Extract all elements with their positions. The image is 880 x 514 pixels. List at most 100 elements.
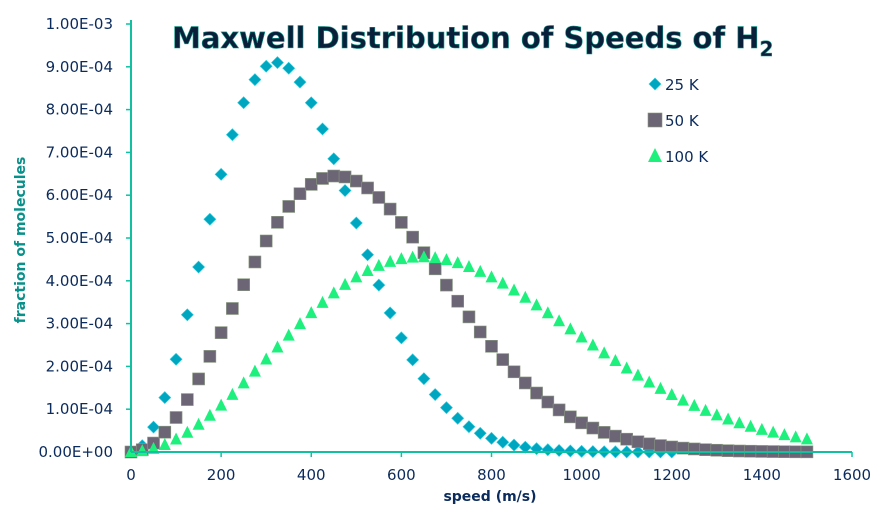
data-point-triangle	[688, 398, 701, 411]
data-point-square	[361, 181, 374, 195]
data-point-triangle	[384, 254, 397, 267]
data-point-triangle	[519, 290, 532, 303]
data-point-triangle	[361, 263, 374, 276]
data-point-diamond	[304, 96, 318, 110]
data-point-square	[406, 230, 419, 244]
data-point-triangle	[553, 314, 566, 327]
data-point-triangle	[643, 375, 656, 388]
data-point-square	[473, 325, 487, 339]
data-point-square	[507, 365, 521, 379]
x-tick-label: 400	[297, 466, 326, 484]
data-point-square	[350, 174, 363, 188]
data-point-square	[304, 178, 318, 191]
data-point-triangle	[170, 432, 183, 445]
data-point-square	[372, 191, 386, 204]
data-point-triangle	[722, 412, 735, 425]
x-tick-label: 200	[207, 466, 236, 484]
data-point-diamond	[361, 248, 375, 262]
data-point-triangle	[474, 264, 487, 277]
data-point-diamond	[406, 353, 420, 367]
data-point-square	[699, 443, 712, 456]
x-tick-label: 600	[387, 466, 416, 484]
data-point-diamond	[293, 75, 307, 89]
data-point-square	[485, 339, 498, 353]
data-point-triangle	[564, 322, 577, 335]
data-point-triangle	[395, 252, 408, 265]
x-tick-label: 1400	[743, 466, 781, 484]
y-tick-label: 1.00E-03	[46, 15, 113, 33]
data-point-diamond	[394, 331, 408, 345]
y-tick-label: 6.00E-04	[46, 186, 113, 204]
y-tick-label: 0.00E+00	[38, 443, 113, 461]
data-point-triangle	[372, 258, 385, 271]
data-point-square	[293, 187, 307, 201]
data-point-triangle	[744, 419, 757, 432]
data-point-diamond	[451, 411, 465, 425]
data-point-square	[316, 172, 329, 185]
data-point-square	[654, 439, 667, 452]
y-tick-label: 7.00E-04	[46, 143, 113, 161]
data-point-triangle	[417, 250, 430, 263]
data-point-square	[428, 262, 442, 276]
data-point-triangle	[530, 298, 543, 311]
data-point-triangle	[192, 417, 205, 430]
legend-label: 25 K	[665, 76, 700, 94]
data-point-square	[564, 410, 577, 424]
data-point-triangle	[733, 416, 746, 429]
data-point-triangle	[350, 270, 363, 283]
data-point-diamond	[248, 73, 262, 87]
x-axis-label: speed (m/s)	[443, 489, 536, 505]
data-point-triangle	[800, 432, 813, 445]
legend-item: 25 K	[648, 76, 700, 94]
data-point-square	[620, 432, 633, 446]
y-tick-label: 3.00E-04	[46, 315, 113, 333]
data-point-diamond	[383, 306, 397, 320]
data-point-diamond	[496, 435, 510, 449]
data-point-diamond	[203, 212, 217, 226]
data-point-triangle	[248, 364, 261, 377]
data-point-triangle	[136, 444, 149, 457]
data-point-triangle	[677, 393, 690, 406]
data-point-diamond	[372, 278, 386, 292]
data-point-diamond	[440, 401, 453, 415]
data-point-diamond	[214, 167, 228, 181]
data-point-square	[609, 429, 622, 443]
legend-item: 100 K	[648, 148, 709, 166]
data-point-diamond	[225, 128, 239, 142]
data-point-diamond	[158, 391, 172, 405]
data-point-triangle	[710, 408, 723, 421]
data-point-square	[440, 278, 453, 292]
data-point-triangle	[508, 283, 521, 296]
data-point-triangle	[586, 338, 599, 351]
legend: 25 K 50 K 100 K	[647, 76, 709, 166]
x-tick-label: 0	[126, 466, 136, 484]
y-tick-label: 8.00E-04	[46, 101, 113, 119]
data-point-triangle	[755, 422, 768, 435]
data-point-triangle	[485, 270, 498, 283]
data-point-triangle	[282, 328, 295, 341]
y-tick-label: 2.00E-04	[46, 357, 113, 375]
data-point-square	[496, 353, 510, 366]
data-point-square	[214, 326, 228, 339]
data-point-square	[518, 376, 532, 390]
data-point-square	[462, 310, 476, 324]
data-point-triangle	[609, 354, 622, 367]
data-point-square	[237, 278, 250, 291]
data-point-square	[710, 443, 724, 457]
data-point-diamond	[180, 308, 194, 322]
data-point-diamond	[327, 152, 341, 166]
data-point-square	[248, 255, 262, 269]
series-layer	[124, 56, 814, 459]
data-point-square	[158, 425, 172, 439]
data-point-diamond	[552, 444, 566, 457]
y-axis-label: fraction of molecules	[13, 157, 29, 324]
data-point-triangle	[631, 368, 644, 381]
data-point-square	[597, 426, 611, 439]
data-point-square	[338, 170, 352, 184]
data-point-triangle	[541, 306, 554, 319]
chart-title: Maxwell Distribution of Speeds of H2	[172, 21, 773, 61]
data-point-diamond	[282, 61, 296, 75]
chart-title-subscript: 2	[759, 37, 773, 61]
legend-marker-diamond	[648, 77, 662, 91]
data-point-square	[687, 442, 701, 456]
